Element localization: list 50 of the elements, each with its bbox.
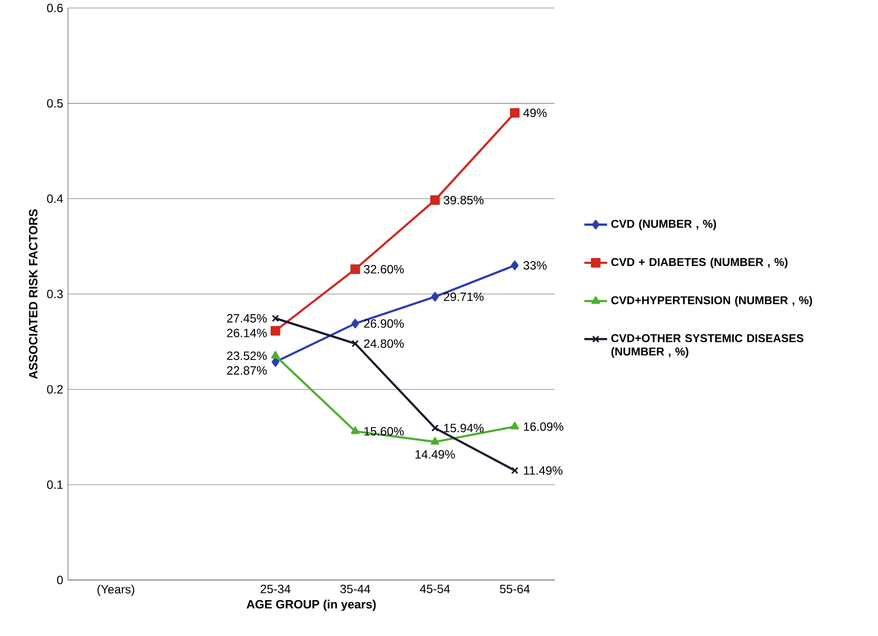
data-label: 39.85% [444,196,484,204]
legend-label: CVD+HYPERTENSION (NUMBER , %) [611,296,812,306]
y-tick-label: 0.1 [47,480,63,489]
legend-label: CVD + DIABETES (NUMBER , %) [611,258,788,268]
data-label: 29.71% [444,292,484,302]
x-tick-label: 45-54 [420,584,450,594]
x-tick-label: (Years) [98,584,134,596]
data-label: 24.80% [364,339,404,348]
x-tick-label: 55-64 [500,584,530,594]
data-label: 23.52% [227,352,267,360]
point [431,292,439,302]
point [510,108,520,118]
data-label: 11.49% [524,466,562,475]
legend-label: CVD+OTHER SYSTEMIC DISEASES (NUMBER , %) [611,334,804,358]
point [430,437,440,445]
y-tick-label: 0.4 [47,194,63,203]
data-label: 27.45% [227,314,267,323]
point [430,195,440,205]
data-label: 16.09% [524,422,564,431]
point [350,264,360,274]
point [510,422,520,430]
y-tick-label: 0.6 [47,4,63,12]
point [510,260,519,270]
x-tick-label: 35-44 [340,584,370,594]
point [431,424,439,432]
legend-label: CVD (NUMBER , %) [611,220,716,230]
data-label: 26.90% [364,319,404,328]
y-tick-label: 0 [57,576,63,584]
y-tick-label: 0.5 [47,99,63,108]
data-label: 15.94% [444,424,484,432]
data-label: 14.49% [416,450,455,459]
data-label: 22.87% [227,366,267,375]
data-label: 26.14% [227,328,267,338]
data-label: 33% [524,261,547,270]
point [350,426,360,434]
x-axis-title: AGE GROUP (in years) [246,600,376,611]
point [272,357,280,367]
point [352,340,359,348]
data-label: 15.60% [364,427,404,436]
data-label: 32.60% [364,264,404,274]
y-axis-title: ASSOCIATED RISK FACTORS [28,209,38,379]
data-label: 49% [523,108,547,118]
point [351,318,360,328]
point [271,350,280,359]
point [270,326,280,336]
y-tick-label: 0.2 [47,385,63,394]
point [272,314,280,322]
point [511,466,518,474]
x-tick-label: 25-34 [260,584,290,594]
y-tick-label: 0.3 [47,290,63,298]
